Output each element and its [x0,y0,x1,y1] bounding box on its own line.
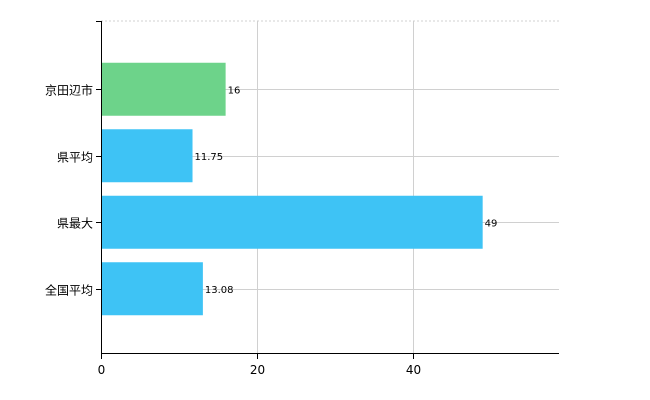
y-tick-label: 京田辺市 [45,83,93,98]
bar [101,195,483,249]
bar [101,62,226,116]
y-tick-label: 県平均 [57,151,93,165]
bar [101,129,193,183]
bar-value-label: 16 [228,85,241,96]
x-tick-label: 20 [250,363,265,377]
bar-value-label: 11.75 [195,152,224,163]
axis-layer [96,21,559,359]
x-tick-label: 40 [406,363,421,377]
bar [101,262,203,316]
y-tick-label: 県最大 [57,217,93,231]
y-tick-label: 全国平均 [45,283,93,298]
bar-value-label: 49 [485,218,498,229]
bar-layer [101,62,483,316]
x-tick-label: 0 [98,363,106,377]
bar-value-label: 13.08 [205,285,234,296]
